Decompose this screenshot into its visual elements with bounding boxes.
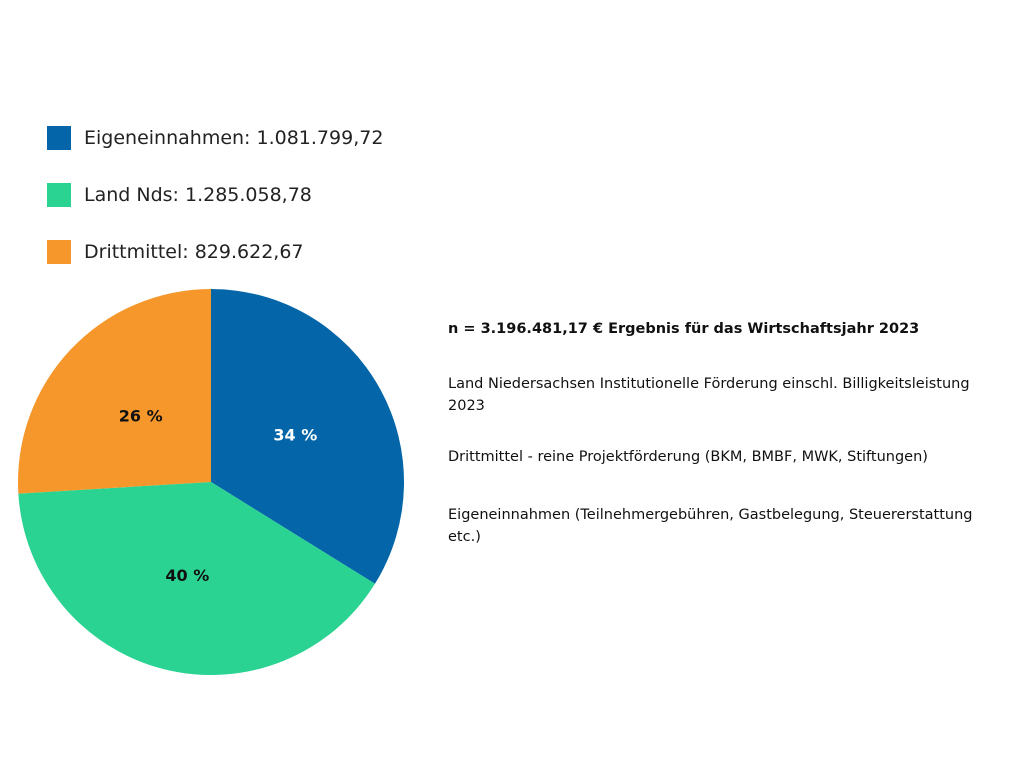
note-drittmittel: Drittmittel - reine Projektförderung (BK… [448, 449, 928, 465]
legend-swatch-eigeneinnahmen [47, 126, 71, 150]
note-land: Land Niedersachsen Institutionelle Förde… [448, 376, 970, 414]
slice-label-land-nds: 40 % [165, 566, 209, 585]
legend-swatch-land-nds [47, 183, 71, 207]
pie-slice-land-nds [18, 482, 375, 675]
legend-label-eigeneinnahmen: Eigeneinnahmen: 1.081.799,72 [84, 127, 384, 149]
legend-swatch-drittmittel [47, 240, 71, 264]
slice-label-eigeneinnahmen: 34 % [273, 426, 317, 445]
pie-slice-drittmittel [17, 289, 211, 494]
slice-label-drittmittel: 26 % [119, 406, 163, 425]
legend-item-drittmittel: Drittmittel: 829.622,67 [47, 240, 304, 264]
legend-item-land-nds: Land Nds: 1.285.058,78 [47, 183, 312, 207]
legend-item-eigeneinnahmen: Eigeneinnahmen: 1.081.799,72 [47, 126, 383, 150]
note-total: n = 3.196.481,17 € Ergebnis für das Wirt… [448, 321, 920, 337]
note-eigen: Eigeneinnahmen (Teilnehmergebühren, Gast… [448, 507, 973, 545]
legend-label-land-nds: Land Nds: 1.285.058,78 [84, 184, 312, 206]
legend-label-drittmittel: Drittmittel: 829.622,67 [84, 241, 304, 263]
pie-slice-eigeneinnahmen [211, 289, 404, 584]
pie-chart: 34 % 40 % 26 % [17, 289, 404, 675]
